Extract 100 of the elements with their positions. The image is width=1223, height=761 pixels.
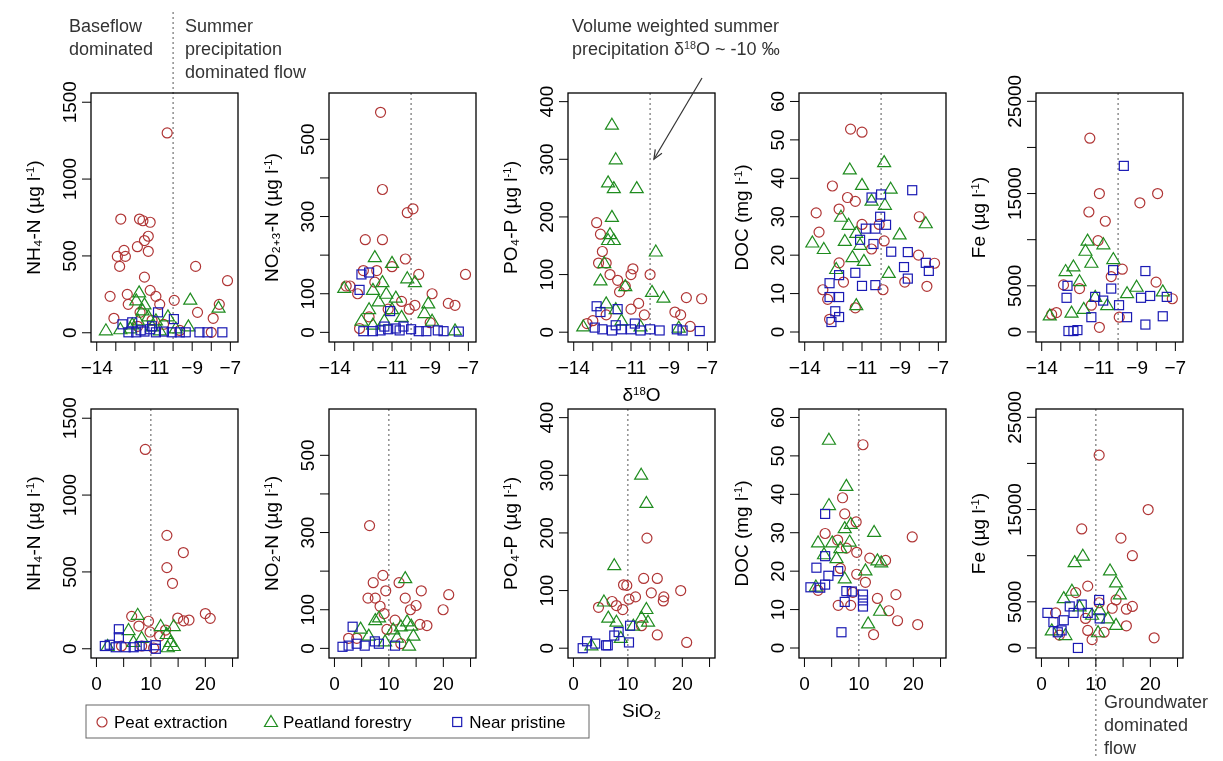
point <box>166 577 179 589</box>
point <box>606 232 621 246</box>
point <box>857 601 869 612</box>
y-tick-label: 100 <box>536 574 557 607</box>
point <box>120 642 131 653</box>
point <box>808 579 823 592</box>
point <box>148 313 164 326</box>
point <box>180 327 191 338</box>
point <box>1113 300 1125 311</box>
point <box>354 284 365 295</box>
x-tick-label: 0 <box>568 673 579 694</box>
point <box>1064 583 1080 596</box>
point <box>604 268 616 281</box>
point <box>1093 187 1105 200</box>
y-tick-label: 1500 <box>59 397 80 440</box>
point <box>849 298 864 311</box>
point <box>1099 215 1111 227</box>
point <box>1058 263 1073 277</box>
point <box>874 555 889 568</box>
y-tick-label: 0 <box>1004 326 1025 338</box>
point <box>656 290 671 303</box>
point <box>183 614 195 626</box>
point <box>204 612 216 624</box>
y-tick-label: 20 <box>767 560 788 582</box>
point <box>137 297 152 310</box>
point <box>221 275 234 287</box>
x-tick-label: 10 <box>1085 673 1107 694</box>
point <box>199 607 211 620</box>
y-tick-label: 400 <box>536 401 557 434</box>
x-tick-label: 0 <box>91 673 102 694</box>
point <box>1084 607 1100 620</box>
point <box>142 615 155 627</box>
point <box>1064 305 1079 318</box>
point <box>892 227 907 240</box>
point <box>811 562 822 573</box>
point <box>844 123 857 135</box>
point <box>857 595 869 606</box>
point <box>426 288 438 300</box>
point <box>833 566 844 577</box>
point <box>857 439 869 451</box>
point <box>587 315 599 327</box>
point <box>115 640 128 652</box>
point <box>150 327 162 338</box>
point <box>405 324 417 335</box>
point <box>160 640 175 653</box>
y-tick-label: 400 <box>536 85 557 118</box>
point <box>181 319 196 332</box>
point <box>625 303 637 315</box>
x-tick-label: −9 <box>889 357 912 378</box>
point <box>100 638 115 652</box>
point <box>810 207 822 219</box>
point <box>1090 625 1106 638</box>
point <box>816 241 831 255</box>
text: Summer precipitation dominated flow <box>185 16 308 82</box>
point <box>600 232 616 246</box>
point <box>849 225 864 238</box>
point <box>1080 233 1095 246</box>
point <box>137 215 149 227</box>
point <box>868 238 879 250</box>
point <box>144 216 156 228</box>
point <box>1115 532 1127 544</box>
point <box>1050 607 1062 619</box>
point <box>343 640 354 651</box>
point <box>898 261 910 273</box>
point <box>130 313 146 326</box>
point <box>374 106 387 118</box>
point <box>648 244 663 257</box>
y-tick-label: 10 <box>767 283 788 305</box>
point <box>166 618 181 632</box>
x-axis-title: SiO₂ <box>621 700 662 721</box>
y-tick-label: 500 <box>59 556 80 588</box>
y-tick-label: 60 <box>767 90 788 113</box>
point <box>907 185 918 196</box>
x-tick-label: −9 <box>181 357 204 378</box>
point <box>368 613 383 626</box>
point <box>394 325 405 336</box>
point <box>923 265 934 277</box>
x-tick-label: 10 <box>848 673 870 694</box>
point <box>1120 603 1132 615</box>
point <box>413 268 425 281</box>
point <box>1070 586 1082 599</box>
point <box>343 632 355 644</box>
point <box>593 273 608 286</box>
point <box>365 282 381 295</box>
point <box>671 320 686 333</box>
point <box>135 303 150 316</box>
point <box>177 615 190 627</box>
point <box>1058 627 1073 641</box>
point <box>154 298 166 310</box>
point <box>344 280 356 292</box>
point <box>369 276 381 288</box>
point <box>363 267 375 278</box>
x-tick-label: 20 <box>671 673 693 694</box>
point <box>371 264 383 277</box>
point <box>371 610 387 623</box>
point <box>606 325 618 336</box>
point <box>861 616 876 629</box>
point <box>614 313 629 326</box>
point <box>377 313 392 326</box>
y-tick-label: 300 <box>297 516 318 549</box>
